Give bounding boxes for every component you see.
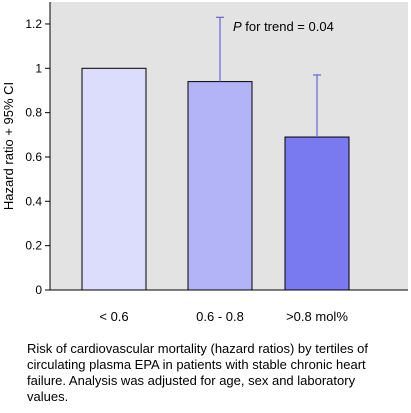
y-tick-label-1: 0.2: [25, 239, 42, 253]
y-tick-label-0: 0: [35, 283, 42, 297]
y-axis-title: Hazard ratio + 95% CI: [1, 82, 16, 210]
y-tick-label-3: 0.6: [25, 150, 42, 164]
trend-p-value-annotation: P for trend = 0.04: [233, 19, 334, 34]
trend-text: for trend = 0.04: [242, 19, 334, 34]
y-tick-label-6: 1.2: [25, 17, 42, 31]
x-tick-label-2: 0.6 - 0.8: [196, 309, 244, 324]
figure-caption: Risk of cardiovascular mortality (hazard…: [27, 341, 369, 404]
bar-1: [81, 67, 147, 291]
hazard-ratio-bar-chart: 0 0.2 0.4 0.6 0.8 1 1.2 < 0.6 0.6 - 0.8 >0.8 mol…: [1, 2, 408, 324]
p-symbol: P: [233, 19, 242, 34]
x-tick-label-1: < 0.6: [99, 309, 128, 324]
y-tick-label-2: 0.4: [25, 194, 42, 208]
x-tick-label-3: >0.8 mol%: [286, 309, 348, 324]
y-tick-label-4: 0.8: [25, 106, 42, 120]
bar-2: [187, 81, 253, 291]
bar-3: [284, 136, 350, 291]
y-tick-label-5: 1: [35, 61, 42, 75]
